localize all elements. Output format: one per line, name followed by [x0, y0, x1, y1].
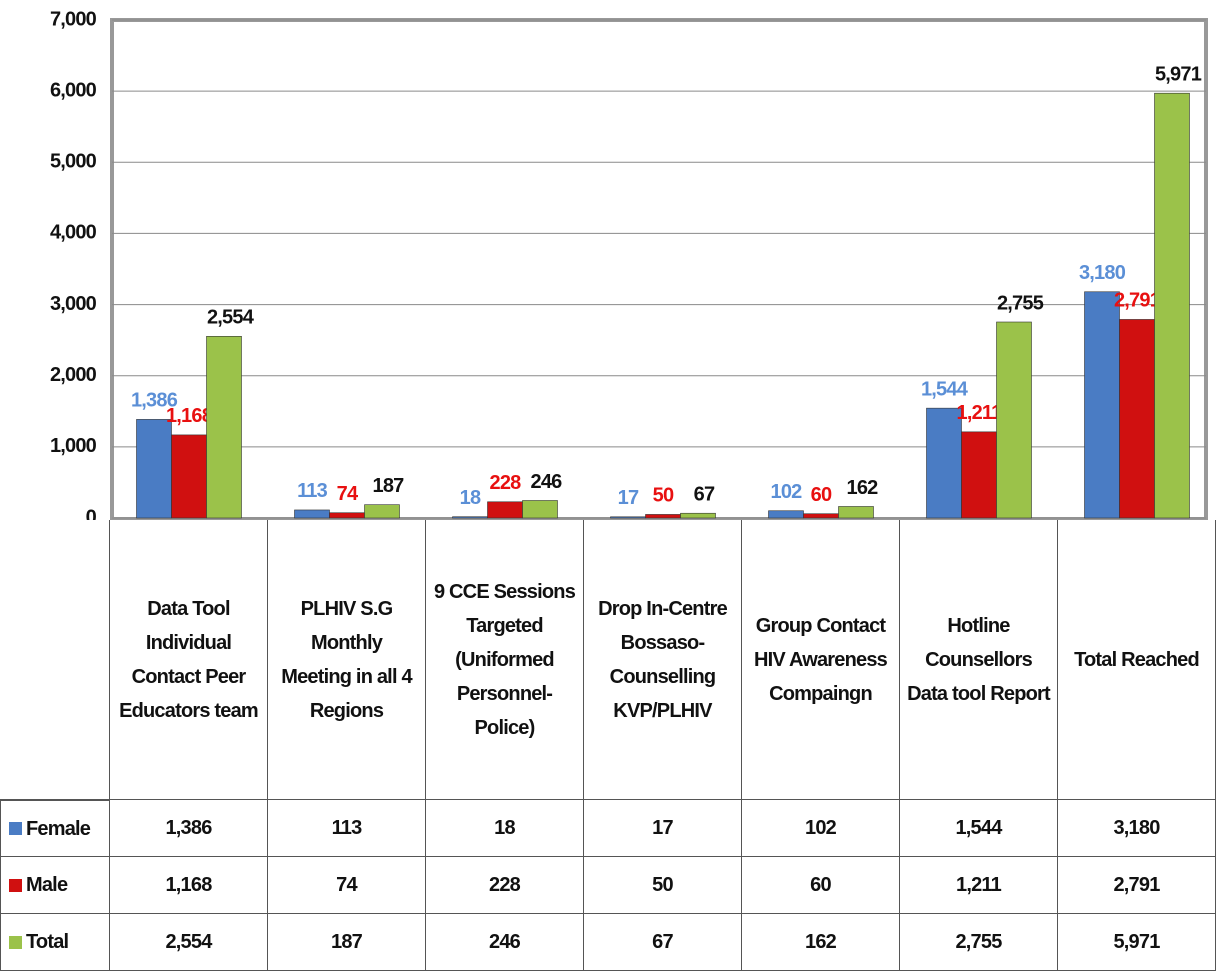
- bar: [136, 419, 172, 519]
- data-label: 246: [531, 471, 563, 493]
- table-value: 1,211: [900, 857, 1058, 914]
- table-value: 3,180: [1058, 800, 1216, 857]
- bar: [329, 512, 365, 519]
- data-label: 17: [618, 487, 639, 509]
- bar: [452, 516, 488, 519]
- table-value: 74: [268, 857, 426, 914]
- table-value: 50: [584, 857, 742, 914]
- bar: [364, 504, 400, 519]
- data-label: 102: [771, 481, 803, 503]
- y-tick-label: 2,000: [50, 364, 97, 386]
- legend-entry: Male: [0, 857, 110, 914]
- y-tick-label: 7,000: [50, 8, 97, 30]
- bar: [961, 431, 997, 519]
- data-label: 187: [373, 475, 405, 497]
- category-header: 9 CCE Sessions Targeted (Uniformed Perso…: [426, 520, 584, 800]
- data-label: 1,386: [131, 390, 178, 412]
- bar: [645, 514, 681, 519]
- bar: [803, 513, 839, 519]
- table-value: 162: [742, 914, 900, 971]
- bar: [838, 506, 874, 519]
- table-value: 1,168: [110, 857, 268, 914]
- bar: [487, 501, 523, 519]
- table-value: 18: [426, 800, 584, 857]
- data-label: 3,180: [1079, 262, 1126, 284]
- data-table: Data Tool Individual Contact Peer Educat…: [0, 520, 1216, 971]
- bar: [996, 321, 1032, 519]
- data-label: 74: [337, 483, 359, 505]
- category-header: Data Tool Individual Contact Peer Educat…: [110, 520, 268, 800]
- table-value: 1,386: [110, 800, 268, 857]
- data-label: 1,211: [957, 402, 1003, 424]
- legend-label: Total: [26, 931, 69, 953]
- table-corner: [0, 520, 110, 800]
- table-value: 246: [426, 914, 584, 971]
- legend-swatch: [9, 822, 22, 835]
- table-value: 228: [426, 857, 584, 914]
- legend-entry: Total: [0, 914, 110, 971]
- legend-entry: Female: [0, 800, 110, 857]
- category-header: Group Contact HIV Awareness Compaingn: [742, 520, 900, 800]
- table-value: 5,971: [1058, 914, 1216, 971]
- table-value: 102: [742, 800, 900, 857]
- table-value: 17: [584, 800, 742, 857]
- data-label: 2,755: [997, 292, 1044, 314]
- bar: [171, 434, 207, 519]
- data-label: 2,554: [207, 307, 255, 329]
- plot-frame: [110, 18, 1208, 520]
- data-label: 228: [490, 472, 522, 494]
- y-tick-label: 6,000: [50, 79, 97, 101]
- bar: [294, 509, 330, 519]
- chart: 0 1,000 2,000 3,000 4,000 5,000 6,000 7,000 1,38…: [50, 8, 1208, 520]
- table-value: 113: [268, 800, 426, 857]
- legend-swatch: [9, 878, 22, 892]
- y-tick-label: 5,000: [50, 151, 97, 173]
- data-label: 67: [694, 484, 715, 506]
- data-label: 5,971: [1155, 63, 1202, 85]
- data-label: 2,791: [1114, 290, 1161, 312]
- bar: [768, 510, 804, 519]
- table-value: 2,554: [110, 914, 268, 971]
- table-value: 60: [742, 857, 900, 914]
- category-header: Drop In-Centre Bossaso-Counselling KVP/P…: [584, 520, 742, 800]
- data-label: 1,544: [921, 378, 969, 400]
- table-value: 187: [268, 914, 426, 971]
- y-tick-label: 1,000: [50, 435, 97, 457]
- y-tick-label: 0: [86, 506, 97, 520]
- y-tick-label: 4,000: [50, 222, 97, 244]
- table-value: 2,791: [1058, 857, 1216, 914]
- data-label: 162: [847, 477, 879, 499]
- data-label: 18: [460, 487, 481, 509]
- bar: [1084, 291, 1120, 519]
- category-header: Total Reached: [1058, 520, 1216, 800]
- legend-label: Female: [26, 817, 91, 840]
- data-label: 1,168: [166, 405, 213, 427]
- bar: [1119, 319, 1155, 519]
- category-header: Hotline Counsellors Data tool Report: [900, 520, 1058, 800]
- bar: [610, 516, 646, 519]
- data-label: 113: [297, 480, 328, 502]
- bar: [680, 512, 716, 519]
- legend-label: Male: [26, 874, 68, 896]
- bar: [926, 407, 962, 519]
- bar: [1154, 92, 1190, 519]
- table-value: 1,544: [900, 800, 1058, 857]
- table-value: 2,755: [900, 914, 1058, 971]
- data-label: 50: [653, 485, 674, 507]
- data-label: 60: [811, 484, 832, 506]
- y-tick-label: 3,000: [50, 293, 97, 315]
- category-header: PLHIV S.G Monthly Meeting in all 4 Regio…: [268, 520, 426, 800]
- table-value: 67: [584, 914, 742, 971]
- bar: [206, 336, 242, 519]
- legend-swatch: [9, 935, 22, 949]
- bar: [522, 500, 558, 519]
